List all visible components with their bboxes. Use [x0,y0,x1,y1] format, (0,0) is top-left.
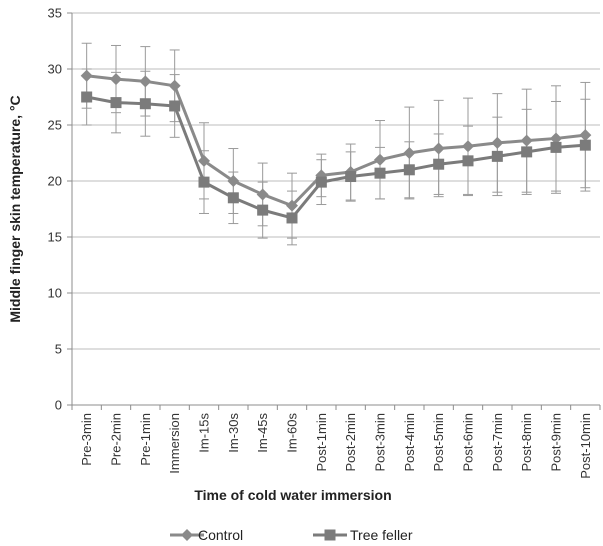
legend-item: Tree feller [313,527,413,543]
data-point [550,132,562,145]
data-point [374,153,386,166]
series-tree-feller [81,91,591,224]
data-point [550,141,562,153]
x-axis-title: Time of cold water immersion [194,487,391,503]
series [80,69,592,224]
x-tick-labels: Pre-3min Pre-2min Pre-1min Immersion Im-15s I… [79,413,593,479]
data-point [286,199,298,212]
x-tick-label: Im-30s [226,413,241,453]
x-tick-label: Im-45s [255,413,270,453]
data-point [110,73,122,86]
data-point [491,150,503,162]
y-tick-label: 10 [48,286,62,301]
data-point [521,146,533,158]
data-point [198,154,210,167]
series-line [86,74,586,208]
x-tick-label: Im-15s [197,413,212,453]
data-point [139,75,152,88]
x-tick-label: Post-4min [402,413,417,472]
legend-marker [324,529,336,541]
y-axis-title: Middle finger skin temperature, °C [7,95,23,322]
data-point [227,175,240,187]
y-tick-label: 35 [48,6,62,21]
grid [72,12,600,350]
legend-marker [181,529,193,541]
data-point [403,164,415,176]
x-tick-label: Post-10min [578,413,593,479]
data-point [227,192,239,204]
axes [67,12,601,410]
data-point [110,97,122,109]
data-point [462,140,474,153]
x-tick-label: Post-7min [490,413,505,472]
data-point [139,98,151,110]
x-tick-label: Post-8min [519,413,534,472]
series-line [86,95,586,220]
data-point [403,147,416,159]
data-point [81,91,93,103]
data-point [433,158,445,170]
x-tick-label: Post-5min [431,413,446,472]
y-tick-label: 25 [48,118,62,133]
data-point [579,129,592,142]
data-point [168,79,181,92]
legend-label: Control [198,527,243,543]
y-tick-label: 30 [48,62,62,77]
data-point [257,204,269,216]
data-point [198,176,210,188]
y-tick-label: 15 [48,230,62,245]
x-tick-label: Immersion [167,413,182,474]
legend: Control Tree feller [170,527,413,543]
data-point [432,142,445,155]
data-point [286,212,298,224]
x-tick-label: Pre-2min [109,413,124,466]
data-point [345,171,357,183]
y-tick-labels: 0 5 10 15 20 25 30 35 [48,6,62,413]
data-point [256,188,269,201]
y-tick-label: 5 [55,342,62,357]
error-bars [81,42,591,246]
x-tick-label: Post-2min [343,413,358,472]
x-tick-label: Pre-3min [79,413,94,466]
x-tick-label: Pre-1min [138,413,153,466]
data-point [491,136,504,149]
data-point [579,139,591,151]
x-tick-label: Post-3min [373,413,388,472]
x-tick-label: Post-6min [461,413,476,472]
data-point [169,100,181,112]
data-point [80,69,93,82]
data-point [315,176,327,188]
y-tick-label: 0 [55,398,62,413]
series-control [80,69,592,212]
x-tick-label: Post-9min [549,413,564,472]
y-tick-label: 20 [48,174,62,189]
x-tick-label: Im-60s [285,413,300,453]
legend-item: Control [170,527,243,543]
legend-label: Tree feller [350,527,413,543]
data-point [520,134,533,147]
data-point [462,155,474,167]
data-point [374,167,386,179]
x-tick-label: Post-1min [314,413,329,472]
